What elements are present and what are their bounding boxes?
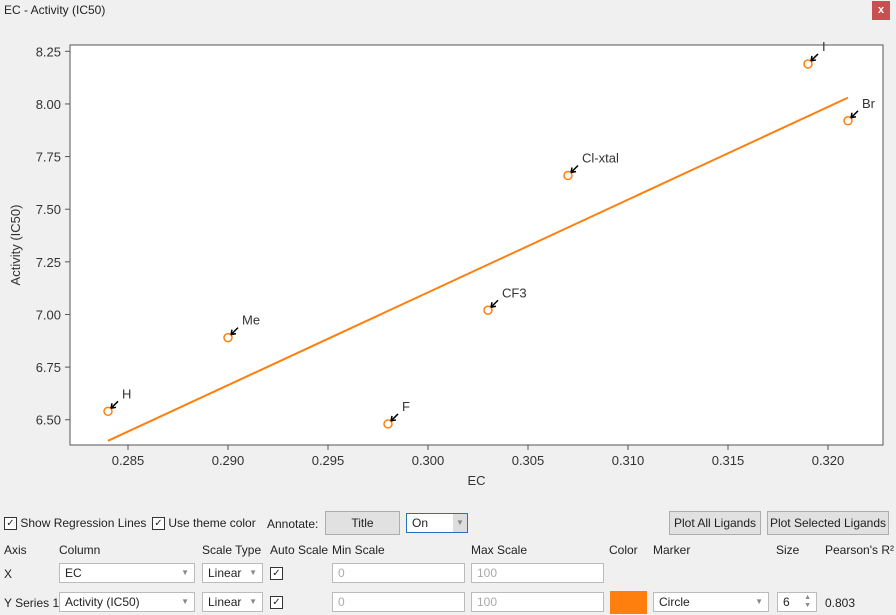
column-header: Column — [59, 543, 101, 557]
checkbox-icon: ✓ — [152, 517, 165, 531]
y-scale-value: Linear — [208, 595, 242, 609]
x-column-value: EC — [65, 566, 82, 580]
chevron-down-icon: ▼ — [181, 597, 189, 606]
data-point — [103, 406, 113, 417]
chevron-down-icon: ▼ — [249, 597, 257, 606]
x-tick-label: 0.305 — [512, 453, 545, 468]
plot-area — [69, 44, 884, 446]
point-label: Br — [862, 96, 876, 111]
window-title: EC - Activity (IC50) — [4, 3, 106, 17]
show-regression-label: Show Regression Lines — [20, 516, 147, 530]
column-header: Auto Scale — [270, 543, 329, 557]
y-column-select[interactable]: Activity (IC50) ▼ — [59, 592, 195, 612]
point-label: F — [402, 399, 410, 414]
data-point — [563, 170, 573, 181]
annotation-arrow-icon — [390, 413, 399, 422]
column-header: Min Scale — [332, 543, 385, 557]
data-point — [843, 116, 853, 126]
use-theme-label: Use theme color — [168, 516, 256, 530]
plot-selected-ligands-button[interactable]: Plot Selected Ligands — [767, 511, 889, 535]
x-tick-label: 0.310 — [612, 453, 645, 468]
data-point — [803, 59, 813, 69]
use-theme-color-checkbox[interactable]: ✓ Use theme color — [152, 516, 256, 531]
annotation-arrow-icon — [230, 327, 239, 336]
data-point — [483, 305, 493, 316]
plot-all-ligands-button[interactable]: Plot All Ligands — [669, 511, 761, 535]
scatter-chart: 0.285 0.290 0.295 0.300 0.305 0.310 0.315 0.320… — [8, 39, 884, 488]
title-button[interactable]: Title — [325, 511, 400, 535]
y-tick-label: 8.00 — [36, 97, 61, 112]
y-auto-scale-checkbox[interactable]: ✓ — [270, 595, 283, 610]
x-axis-label: X — [4, 567, 13, 581]
chevron-down-icon: ▼ — [755, 597, 763, 606]
y-tick-label: 7.50 — [36, 202, 61, 217]
y-column-value: Activity (IC50) — [65, 595, 140, 609]
x-column-select[interactable]: EC ▼ — [59, 563, 195, 583]
show-regression-checkbox[interactable]: ✓ Show Regression Lines — [4, 516, 147, 531]
x-tick-label: 0.320 — [812, 453, 845, 468]
marker-select[interactable]: Circle ▼ — [653, 592, 769, 612]
column-header: Size — [776, 543, 800, 557]
marker-value: Circle — [659, 595, 690, 609]
column-header: Axis — [4, 543, 27, 557]
point-label: CF3 — [502, 285, 527, 300]
x-tick-label: 0.290 — [212, 453, 245, 468]
y-tick-label: 6.75 — [36, 360, 61, 375]
column-header: Pearson's R² — [825, 543, 894, 557]
x-min-scale-input[interactable]: 0 — [332, 563, 465, 583]
column-header: Marker — [653, 543, 691, 557]
point-label: H — [122, 386, 131, 401]
x-tick-label: 0.285 — [112, 453, 145, 468]
x-auto-scale-checkbox[interactable]: ✓ — [270, 566, 283, 581]
y-tick-label: 7.00 — [36, 307, 61, 322]
point-label: Me — [242, 313, 260, 328]
x-scale-select[interactable]: Linear ▼ — [202, 563, 263, 583]
size-spinbox[interactable]: 6 ▲ ▼ — [777, 592, 817, 612]
annotation-arrow-icon — [110, 400, 119, 410]
y-tick-label: 8.25 — [36, 44, 61, 59]
x-tick-label: 0.300 — [412, 453, 445, 468]
x-tick-label: 0.295 — [312, 453, 345, 468]
x-axis-label: EC — [467, 473, 485, 488]
column-header: Scale Type — [202, 543, 262, 557]
y-tick-label: 6.50 — [36, 413, 61, 428]
y-min-scale-input[interactable]: 0 — [332, 592, 465, 612]
x-max-scale-input[interactable]: 100 — [471, 563, 604, 583]
color-swatch[interactable] — [610, 591, 647, 614]
title-bar: EC - Activity (IC50) x — [0, 0, 896, 22]
chevron-down-icon: ▼ — [453, 514, 467, 532]
y-tick-label: 7.75 — [36, 150, 61, 165]
annotate-value: On — [412, 516, 429, 530]
chevron-down-icon: ▼ — [181, 568, 189, 577]
y-scale-select[interactable]: Linear ▼ — [202, 592, 263, 612]
x-scale-value: Linear — [208, 566, 242, 580]
annotate-label: Annotate: — [267, 517, 319, 531]
pearson-r2-value: 0.803 — [825, 596, 856, 610]
annotation-arrow-icon — [810, 53, 819, 62]
annotate-select[interactable]: On ▼ — [406, 513, 468, 533]
annotation-arrow-icon — [850, 110, 859, 119]
y-axis-label: Activity (IC50) — [8, 205, 23, 286]
y-tick-label: 7.25 — [36, 255, 61, 270]
column-header: Max Scale — [471, 543, 528, 557]
data-point — [383, 419, 393, 429]
regression-line — [107, 96, 849, 442]
checkbox-icon: ✓ — [4, 517, 17, 531]
size-value: 6 — [783, 595, 790, 609]
chevron-down-icon: ▼ — [249, 568, 257, 577]
data-point — [223, 332, 233, 343]
annotation-arrow-icon — [570, 164, 579, 174]
x-tick-label: 0.315 — [712, 453, 745, 468]
column-header: Color — [609, 543, 638, 557]
spin-arrows-icon: ▲ ▼ — [804, 594, 811, 609]
y-max-scale-input[interactable]: 100 — [471, 592, 604, 612]
point-label: I — [822, 39, 826, 54]
annotation-arrow-icon — [490, 299, 499, 308]
y-series-label: Y Series 1 — [4, 596, 60, 610]
close-button[interactable]: x — [872, 1, 890, 20]
point-label: Cl-xtal — [582, 151, 619, 166]
